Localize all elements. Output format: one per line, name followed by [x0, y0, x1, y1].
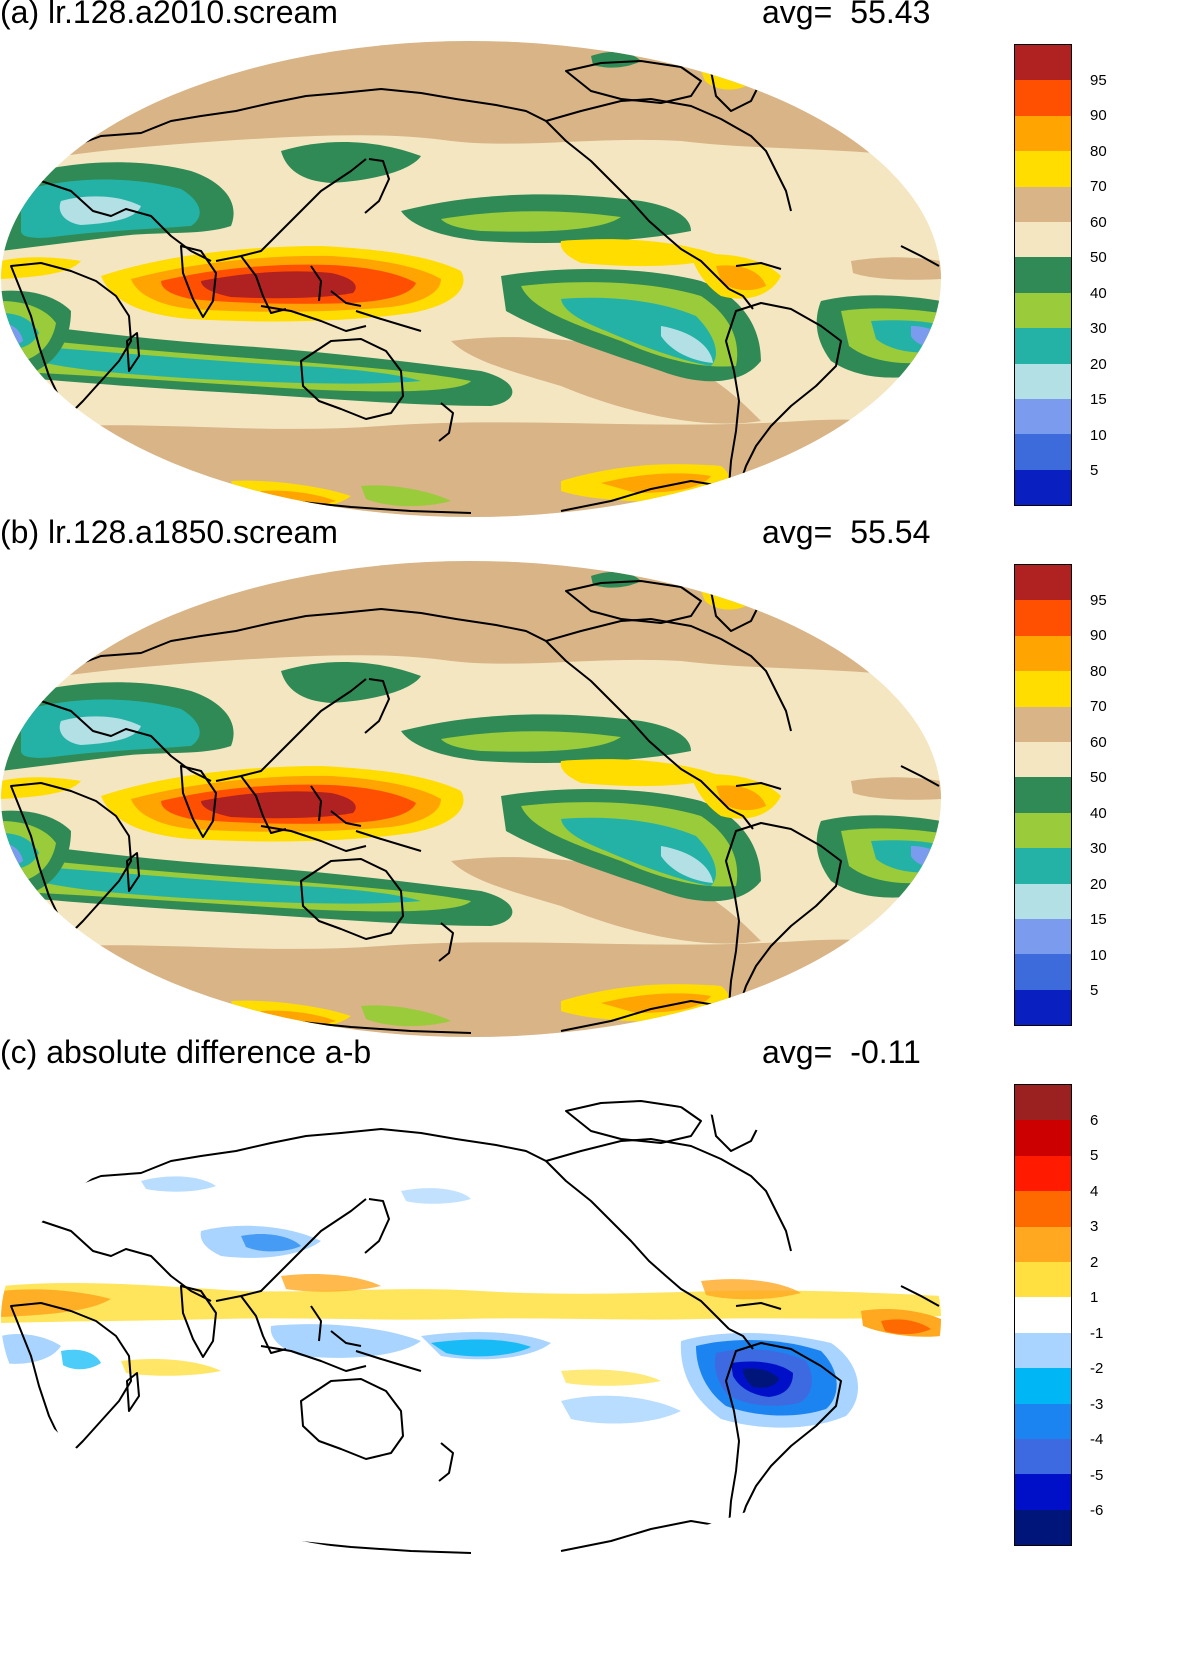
colorbar-swatch: [1015, 635, 1071, 672]
colorbar-label: 5: [1090, 462, 1099, 480]
colorbar-label: -4: [1090, 1431, 1104, 1449]
panel-average: avg= -0.11: [762, 1034, 921, 1071]
colorbar-swatch: [1015, 469, 1071, 506]
colorbar-label: 4: [1090, 1182, 1099, 1200]
colorbar-label: 15: [1090, 391, 1107, 409]
colorbar-label: 15: [1090, 911, 1107, 929]
colorbar-swatches: [1014, 44, 1072, 506]
colorbar-label: 90: [1090, 627, 1107, 645]
colorbar-label: 3: [1090, 1218, 1099, 1236]
map-plot: [1, 41, 941, 517]
colorbar-swatches: [1014, 564, 1072, 1026]
colorbar-swatch: [1015, 883, 1071, 919]
avg-value: -0.11: [850, 1034, 921, 1070]
colorbar-label: 5: [1090, 982, 1099, 1000]
colorbar-swatch: [1015, 565, 1071, 601]
panel-average: avg= 55.43: [762, 0, 930, 31]
colorbar: 95 90 80 70 60 50 40 30 20 15 10 5: [1014, 564, 1107, 1026]
colorbar-swatch: [1015, 1438, 1071, 1475]
colorbar-label: 80: [1090, 142, 1107, 160]
colorbar-labels: 95 90 80 70 60 50 40 30 20 15 10 5: [1090, 564, 1130, 1026]
colorbar-label: 2: [1090, 1253, 1099, 1271]
colorbar-swatch: [1015, 600, 1071, 636]
colorbar-label: 40: [1090, 804, 1107, 822]
colorbar-label: 20: [1090, 355, 1107, 373]
colorbar-label: 10: [1090, 946, 1107, 964]
colorbar-label: -6: [1090, 1502, 1104, 1520]
colorbar-label: 95: [1090, 591, 1107, 609]
avg-value: 55.43: [850, 0, 931, 30]
colorbar-swatches: [1014, 1084, 1072, 1546]
colorbar-label: -2: [1090, 1360, 1104, 1378]
panel-average: avg= 55.54: [762, 514, 930, 551]
colorbar-label: 30: [1090, 840, 1107, 858]
colorbar-swatch: [1015, 80, 1071, 116]
colorbar-swatch: [1015, 1191, 1071, 1227]
avg-label: avg=: [762, 0, 833, 30]
colorbar-label: 60: [1090, 213, 1107, 231]
map-plot: [1, 561, 941, 1037]
colorbar-label: 6: [1090, 1111, 1099, 1129]
colorbar-label: 30: [1090, 320, 1107, 338]
colorbar-swatch: [1015, 292, 1071, 329]
colorbar-label: 1: [1090, 1289, 1099, 1307]
colorbar-swatch: [1015, 115, 1071, 152]
colorbar-label: 50: [1090, 249, 1107, 267]
colorbar-swatch: [1015, 1332, 1071, 1369]
colorbar-label: 60: [1090, 733, 1107, 751]
colorbar-label: 70: [1090, 178, 1107, 196]
colorbar-label: 20: [1090, 875, 1107, 893]
avg-value: 55.54: [850, 514, 931, 550]
colorbar-swatch: [1015, 954, 1071, 990]
colorbar-label: 90: [1090, 107, 1107, 125]
avg-label: avg=: [762, 514, 833, 550]
colorbar-swatch: [1015, 1368, 1071, 1404]
colorbar-swatch: [1015, 363, 1071, 399]
colorbar-labels: 6 5 4 3 2 1 -1 -2 -3 -4 -5 -6: [1090, 1084, 1130, 1546]
colorbar-swatch: [1015, 918, 1071, 955]
colorbar-swatch: [1015, 671, 1071, 707]
colorbar-swatch: [1015, 741, 1071, 778]
colorbar-swatch: [1015, 706, 1071, 742]
colorbar-label: -5: [1090, 1466, 1104, 1484]
colorbar-swatch: [1015, 221, 1071, 258]
colorbar-swatch: [1015, 398, 1071, 435]
colorbar-swatch: [1015, 151, 1071, 187]
colorbar-swatch: [1015, 848, 1071, 884]
panel-title: (c) absolute difference a-b: [0, 1034, 372, 1070]
colorbar-label: -3: [1090, 1395, 1104, 1413]
panel-title: (a) lr.128.a2010.scream: [0, 0, 338, 30]
colorbar-swatch: [1015, 1120, 1071, 1156]
colorbar-label: 50: [1090, 769, 1107, 787]
colorbar: 95 90 80 70 60 50 40 30 20 15 10 5: [1014, 44, 1107, 506]
colorbar-label: 5: [1090, 1147, 1099, 1165]
panel-title: (b) lr.128.a1850.scream: [0, 514, 338, 550]
colorbar-label: 70: [1090, 698, 1107, 716]
colorbar-label: 10: [1090, 426, 1107, 444]
colorbar-swatch: [1015, 1085, 1071, 1121]
colorbar-swatch: [1015, 1474, 1071, 1510]
colorbar-swatch: [1015, 1226, 1071, 1262]
colorbar-swatch: [1015, 777, 1071, 813]
colorbar-label: -1: [1090, 1324, 1104, 1342]
colorbar-swatch: [1015, 1261, 1071, 1298]
colorbar-labels: 95 90 80 70 60 50 40 30 20 15 10 5: [1090, 44, 1130, 506]
colorbar-swatch: [1015, 45, 1071, 81]
colorbar-label: 80: [1090, 662, 1107, 680]
colorbar-swatch: [1015, 812, 1071, 849]
colorbar-swatch: [1015, 328, 1071, 364]
colorbar-swatch: [1015, 186, 1071, 222]
colorbar-swatch: [1015, 434, 1071, 470]
colorbar-swatch: [1015, 257, 1071, 293]
avg-label: avg=: [762, 1034, 833, 1070]
colorbar-label: 40: [1090, 284, 1107, 302]
colorbar-label: 95: [1090, 71, 1107, 89]
colorbar-swatch: [1015, 1297, 1071, 1333]
colorbar-swatch: [1015, 989, 1071, 1026]
colorbar-swatch: [1015, 1155, 1071, 1192]
colorbar: 6 5 4 3 2 1 -1 -2 -3 -4 -5 -6: [1014, 1084, 1103, 1546]
map-plot: [1, 1081, 941, 1557]
colorbar-swatch: [1015, 1403, 1071, 1439]
colorbar-swatch: [1015, 1509, 1071, 1546]
